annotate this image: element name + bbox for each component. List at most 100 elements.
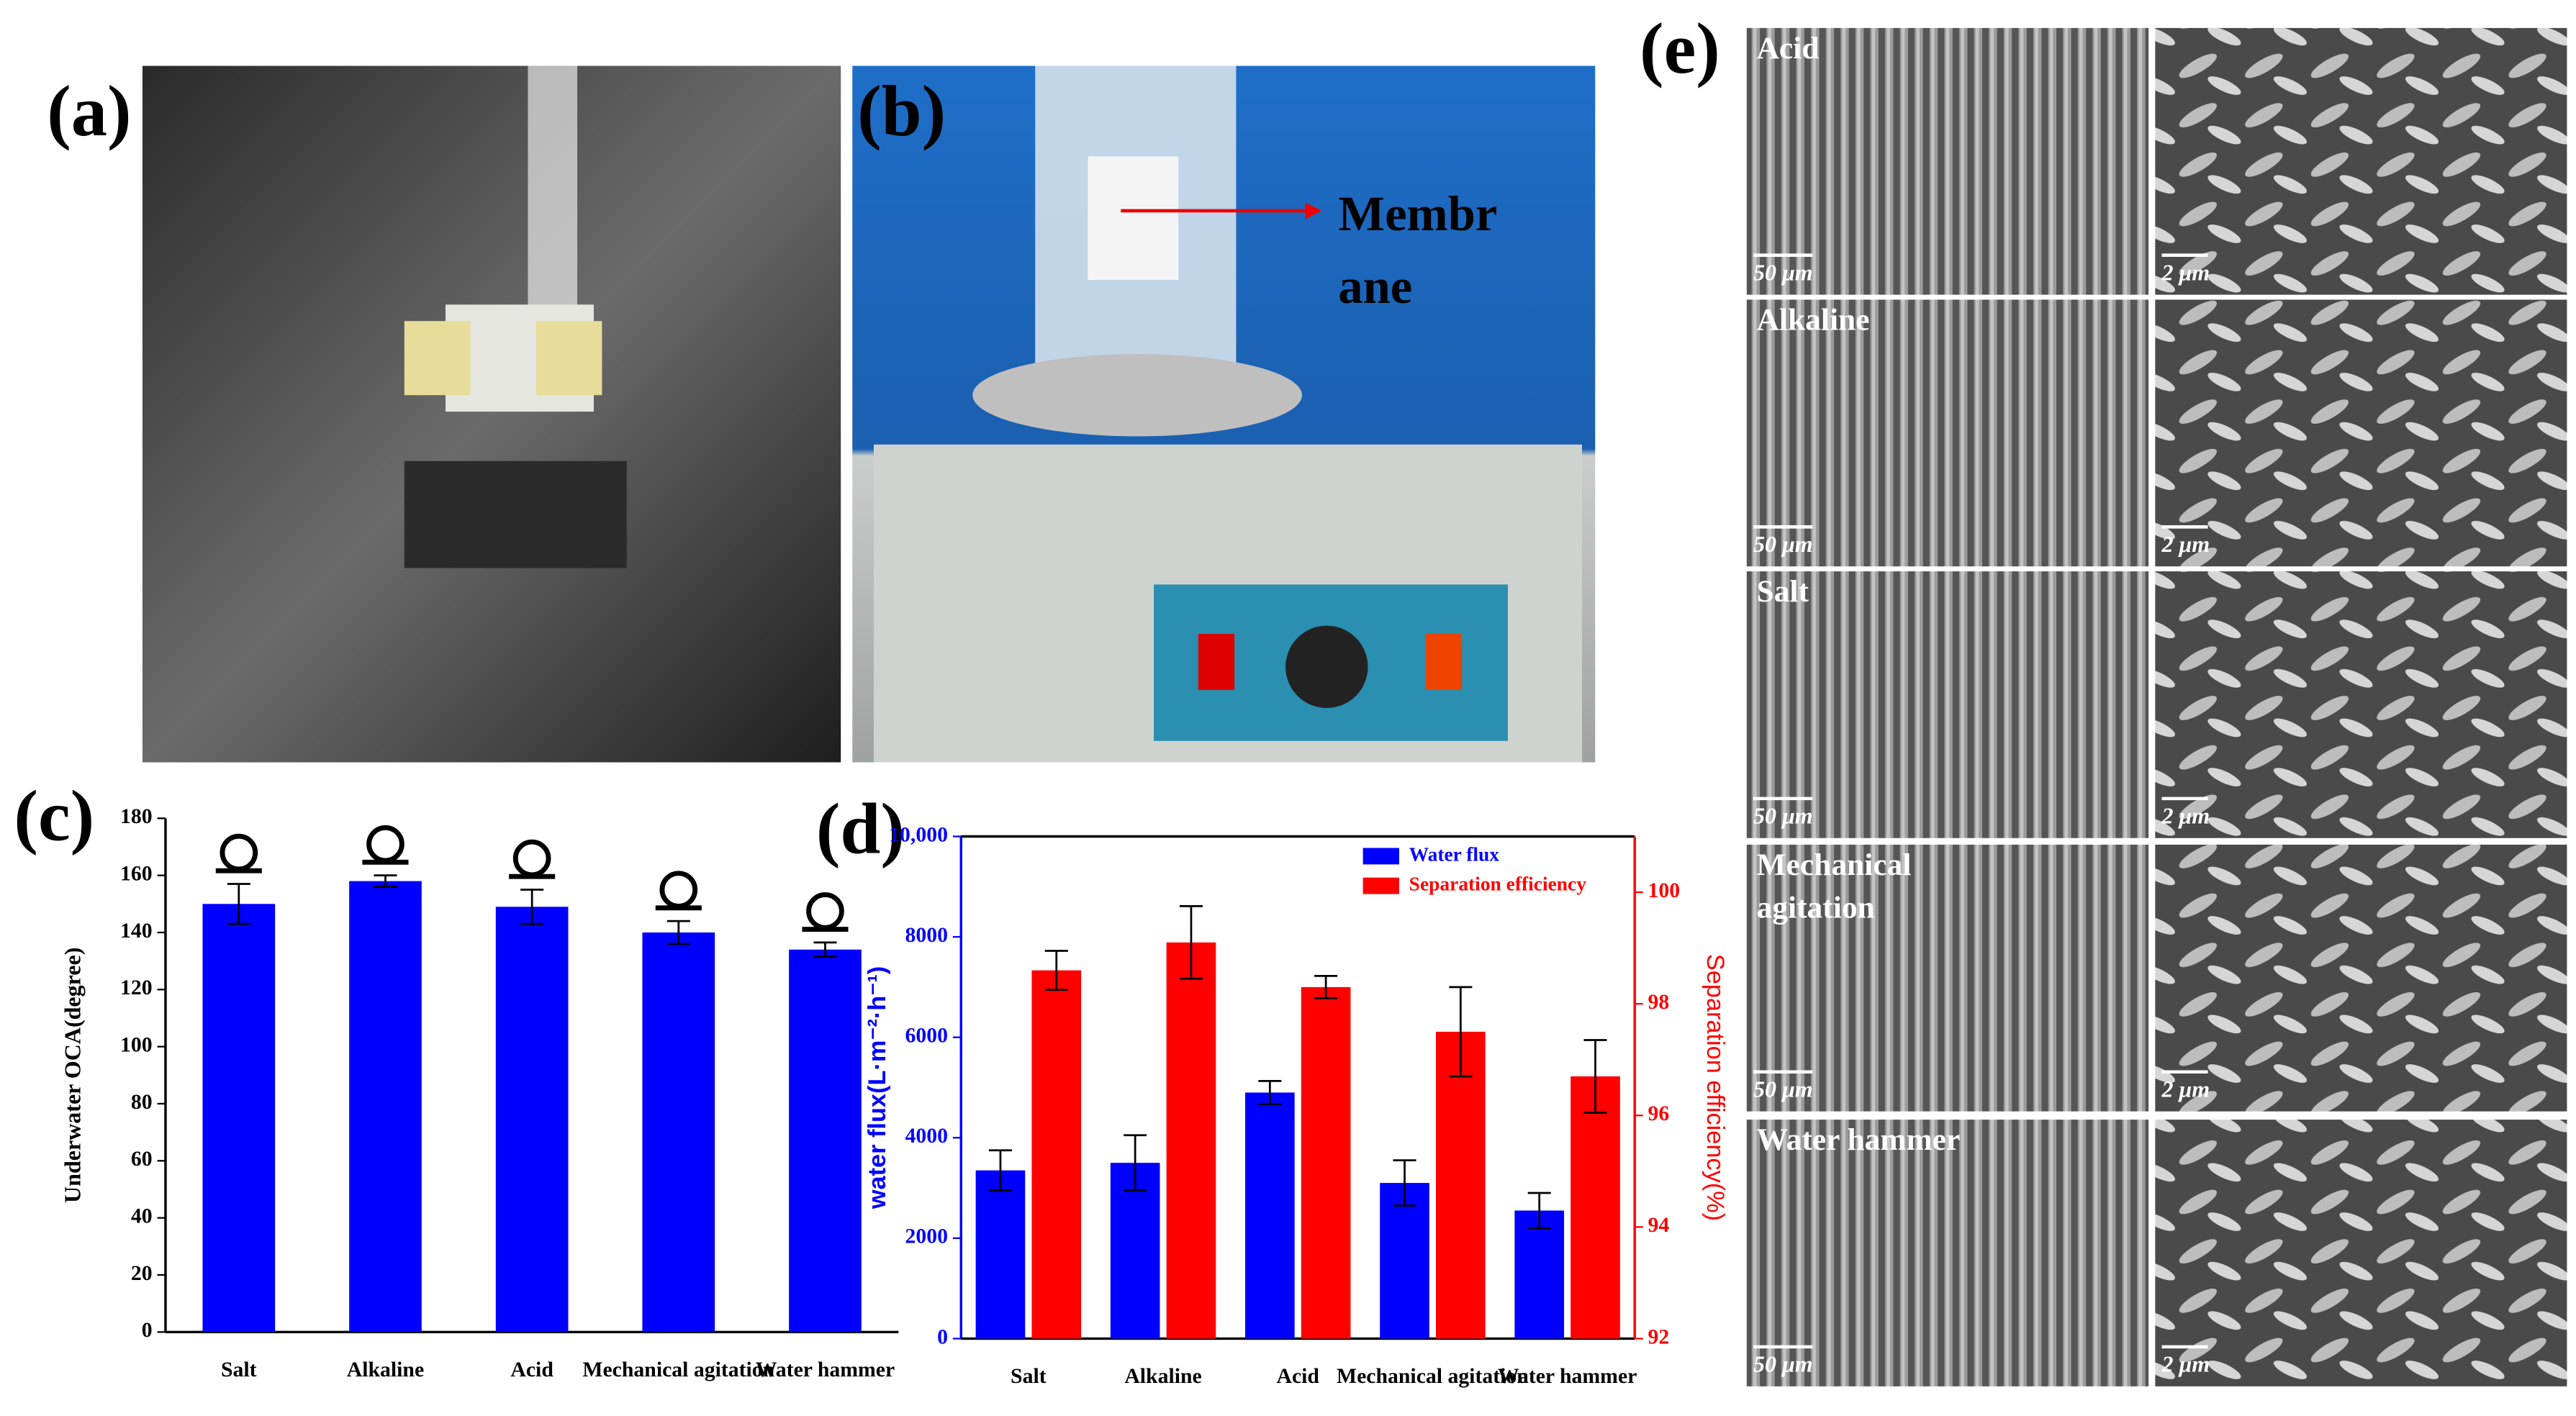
bar bbox=[1110, 1163, 1160, 1339]
bar bbox=[1245, 1092, 1295, 1339]
membrane bbox=[1088, 156, 1179, 281]
switch bbox=[1198, 634, 1235, 690]
y-tick-label: 0 bbox=[937, 1325, 948, 1348]
sem-label: Alkaline bbox=[1757, 302, 1870, 337]
annotation: ane bbox=[1338, 259, 1412, 314]
x-tick-label: Mechanical agitation bbox=[582, 1358, 774, 1381]
clip bbox=[404, 321, 471, 396]
error-bar bbox=[1393, 1159, 1416, 1207]
knob bbox=[1285, 625, 1368, 708]
error-bar bbox=[520, 889, 544, 925]
sem-image bbox=[1746, 299, 2149, 567]
bar bbox=[1514, 1210, 1565, 1339]
scale-label: 50 μm bbox=[1753, 531, 1813, 557]
y-axis-label: water flux(L·m⁻²·h⁻¹) bbox=[864, 966, 891, 1210]
scale-label: 50 μm bbox=[1753, 260, 1813, 286]
sem-image bbox=[1746, 1120, 2149, 1386]
sem-image bbox=[2155, 1120, 2567, 1386]
legend-swatch bbox=[1362, 848, 1399, 865]
sem-image bbox=[2155, 27, 2567, 295]
bar bbox=[1166, 942, 1216, 1339]
bar bbox=[1435, 1031, 1486, 1339]
water-stream bbox=[528, 65, 578, 313]
arrowhead bbox=[1305, 202, 1322, 219]
y2-tick-label: 96 bbox=[1648, 1102, 1670, 1125]
sem-grid: Acid 50 μm 2 μm Alkaline 50 μm 2 μm Salt 50 μm 2… bbox=[1746, 27, 2567, 1386]
error-bar bbox=[1258, 1080, 1282, 1105]
panel-label: (e) bbox=[1640, 8, 1720, 88]
y-tick-label: 20 bbox=[131, 1261, 153, 1285]
x-tick-label: Acid bbox=[1276, 1364, 1319, 1388]
scale-label: 2 μm bbox=[2161, 260, 2210, 286]
scale-label: 2 μm bbox=[2161, 1351, 2210, 1377]
scale-label: 50 μm bbox=[1753, 1076, 1813, 1102]
x-tick-label: Alkaline bbox=[347, 1358, 424, 1381]
y2-tick-label: 98 bbox=[1648, 990, 1670, 1014]
x-tick-label: Mechanical agitation bbox=[1337, 1364, 1529, 1388]
sem-image bbox=[1746, 27, 2149, 295]
droplet bbox=[512, 839, 551, 878]
bar bbox=[1380, 1183, 1429, 1339]
annotation: Membr bbox=[1338, 186, 1497, 241]
scale-label: 50 μm bbox=[1753, 1351, 1813, 1377]
y2-tick-label: 92 bbox=[1648, 1325, 1670, 1348]
sem-image bbox=[2155, 571, 2567, 838]
error-bar bbox=[1314, 974, 1338, 999]
y-tick-label: 2000 bbox=[905, 1225, 947, 1248]
legend-label: Water flux bbox=[1409, 843, 1500, 865]
sem-image bbox=[2155, 844, 2567, 1112]
y-axis-label: Underwater OCA(degree) bbox=[59, 948, 85, 1203]
error-bar bbox=[988, 1149, 1012, 1192]
sem-label: Water hammer bbox=[1757, 1122, 1961, 1157]
error-bar bbox=[1449, 986, 1473, 1078]
y-tick-label: 100 bbox=[120, 1032, 153, 1056]
sem-label: Acid bbox=[1757, 31, 1820, 65]
bar bbox=[495, 907, 569, 1333]
error-bar bbox=[813, 941, 837, 958]
error-bar bbox=[1527, 1192, 1551, 1230]
bar bbox=[1301, 986, 1351, 1339]
scale-label: 2 μm bbox=[2161, 1076, 2210, 1102]
scale-label: 50 μm bbox=[1753, 803, 1813, 829]
error-bar bbox=[1179, 905, 1203, 980]
photo-a bbox=[142, 65, 841, 763]
bar bbox=[349, 881, 422, 1333]
error-bar bbox=[374, 874, 397, 888]
error-bar bbox=[666, 920, 690, 945]
switch bbox=[1425, 634, 1462, 690]
y-tick-label: 140 bbox=[120, 919, 153, 943]
y-tick-label: 6000 bbox=[905, 1024, 947, 1048]
y-tick-label: 4000 bbox=[905, 1124, 947, 1148]
x-tick-label: Water hammer bbox=[1498, 1364, 1637, 1388]
bar bbox=[202, 904, 276, 1333]
sem-label: Salt bbox=[1757, 574, 1809, 609]
droplet bbox=[659, 871, 698, 909]
bar bbox=[1571, 1076, 1620, 1339]
error-bar bbox=[1124, 1134, 1147, 1192]
droplet bbox=[220, 833, 258, 872]
legend-label: Separation efficiency bbox=[1409, 873, 1587, 894]
x-tick-label: Water hammer bbox=[756, 1358, 895, 1381]
y2-tick-label: 94 bbox=[1648, 1213, 1670, 1237]
bar bbox=[975, 1170, 1026, 1339]
y-tick-label: 10,000 bbox=[889, 822, 948, 846]
stirrer-plate bbox=[972, 354, 1302, 437]
y-tick-label: 180 bbox=[120, 804, 153, 828]
sem-image bbox=[1746, 844, 2149, 1112]
clip bbox=[535, 321, 602, 396]
y-tick-label: 160 bbox=[120, 861, 153, 885]
y-tick-label: 80 bbox=[131, 1090, 153, 1114]
y-tick-label: 120 bbox=[120, 976, 153, 999]
panel-label: (d) bbox=[816, 789, 905, 869]
sem-label: Mechanical bbox=[1757, 848, 1912, 882]
panel-label: (a) bbox=[47, 71, 131, 151]
x-tick-label: Alkaline bbox=[1124, 1364, 1201, 1388]
y-tick-label: 0 bbox=[142, 1318, 153, 1342]
y2-tick-label: 100 bbox=[1648, 879, 1681, 902]
error-bar bbox=[227, 883, 250, 925]
charts: 0 20 40 60 80 100 120 140 160 180 Underwater OCA(d… bbox=[59, 804, 1729, 1388]
x-tick-label: Salt bbox=[1011, 1364, 1047, 1388]
y2-axis-label: Separation efficiency(%) bbox=[1701, 954, 1729, 1221]
